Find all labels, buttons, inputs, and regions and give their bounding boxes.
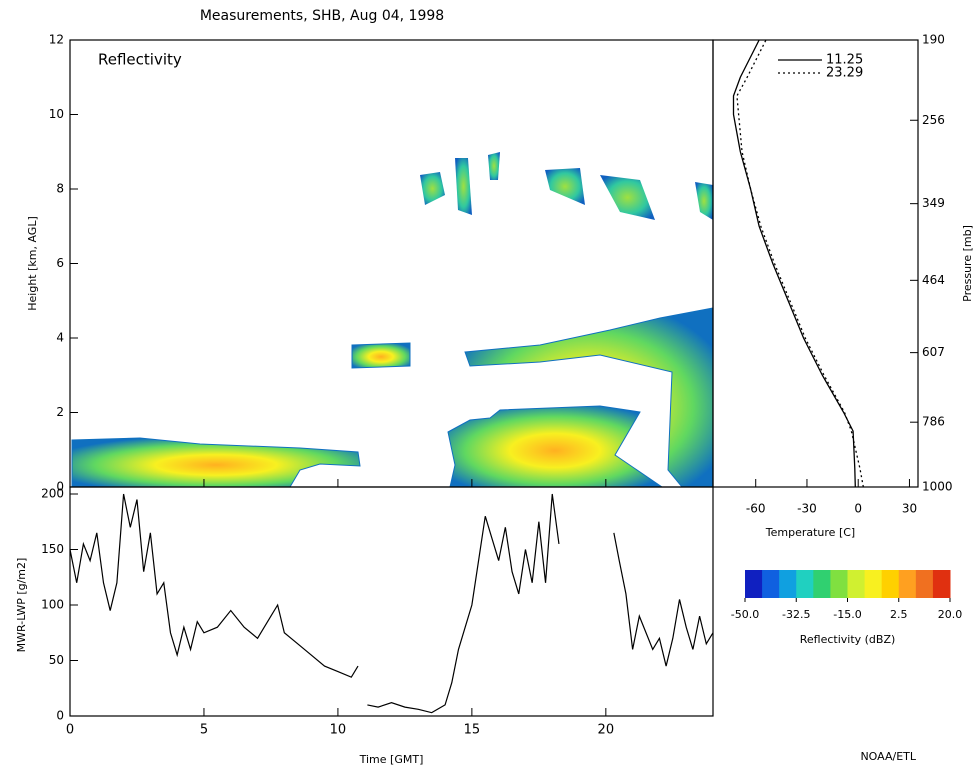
x-tick-label: 15 bbox=[464, 723, 481, 738]
y-tick-label: 100 bbox=[41, 598, 64, 612]
x-axis-label: Temperature [C] bbox=[765, 526, 855, 539]
x-tick-label: 30 bbox=[902, 502, 917, 516]
x-tick-label: -60 bbox=[746, 502, 766, 516]
echo-region bbox=[488, 152, 500, 180]
y2-axis-label: Pressure [mb] bbox=[961, 225, 974, 302]
y-tick-label: 12 bbox=[49, 33, 64, 47]
colorbar-tick-label: -32.5 bbox=[782, 608, 810, 621]
colorbar-label: Reflectivity (dBZ) bbox=[800, 633, 896, 646]
colorbar-tick-label: -15.0 bbox=[833, 608, 861, 621]
figure: Measurements, SHB, Aug 04, 1998 Reflecti… bbox=[0, 0, 977, 773]
colorbar-cell bbox=[865, 570, 883, 598]
y2-tick-label: 607 bbox=[922, 345, 945, 359]
colorbar-cell bbox=[796, 570, 814, 598]
y-tick-label: 150 bbox=[41, 542, 64, 556]
colorbar-cell bbox=[830, 570, 848, 598]
y-tick-label: 50 bbox=[49, 653, 64, 667]
chart-title: Measurements, SHB, Aug 04, 1998 bbox=[200, 8, 444, 24]
colorbar-cell bbox=[916, 570, 934, 598]
x-tick-label: 10 bbox=[330, 723, 347, 738]
credit: NOAA/ETL bbox=[860, 750, 916, 763]
colorbar-cell bbox=[779, 570, 797, 598]
colorbar-cell bbox=[762, 570, 780, 598]
y-tick-label: 4 bbox=[56, 331, 64, 345]
x-tick-label: 20 bbox=[598, 723, 615, 738]
legend-label: 23.29 bbox=[826, 66, 863, 81]
panel-label: Reflectivity bbox=[98, 51, 182, 69]
x-tick-label: 0 bbox=[854, 502, 862, 516]
x-axis-label: Time [GMT] bbox=[359, 753, 424, 766]
x-tick-label: 0 bbox=[66, 723, 74, 738]
colorbar-tick-label: 2.5 bbox=[890, 608, 908, 621]
echo-region bbox=[352, 343, 410, 368]
colorbar-cell bbox=[933, 570, 951, 598]
y2-tick-label: 349 bbox=[922, 196, 945, 210]
y2-tick-label: 464 bbox=[922, 273, 945, 287]
y2-tick-label: 256 bbox=[922, 113, 945, 127]
y2-tick-label: 786 bbox=[922, 415, 945, 429]
y-tick-label: 8 bbox=[56, 182, 64, 196]
y-tick-label: 2 bbox=[56, 405, 64, 419]
colorbar-cell bbox=[745, 570, 763, 598]
x-tick-label: 5 bbox=[200, 723, 208, 738]
colorbar-cell bbox=[882, 570, 900, 598]
colorbar-cell bbox=[899, 570, 917, 598]
colorbar-tick-label: -50.0 bbox=[731, 608, 759, 621]
colorbar-cell bbox=[848, 570, 866, 598]
colorbar-tick-label: 20.0 bbox=[938, 608, 963, 621]
x-tick-label: -30 bbox=[797, 502, 817, 516]
y-tick-label: 200 bbox=[41, 487, 64, 501]
y2-tick-label: 190 bbox=[922, 33, 945, 47]
y-tick-label: 0 bbox=[56, 709, 64, 723]
y-axis-label: MWR-LWP [g/m2] bbox=[15, 558, 28, 653]
y-tick-label: 6 bbox=[56, 256, 64, 270]
y-axis-label: Height [km, AGL] bbox=[26, 216, 39, 311]
y2-tick-label: 1000 bbox=[922, 480, 953, 494]
y-tick-label: 10 bbox=[49, 107, 64, 121]
colorbar-cell bbox=[813, 570, 831, 598]
